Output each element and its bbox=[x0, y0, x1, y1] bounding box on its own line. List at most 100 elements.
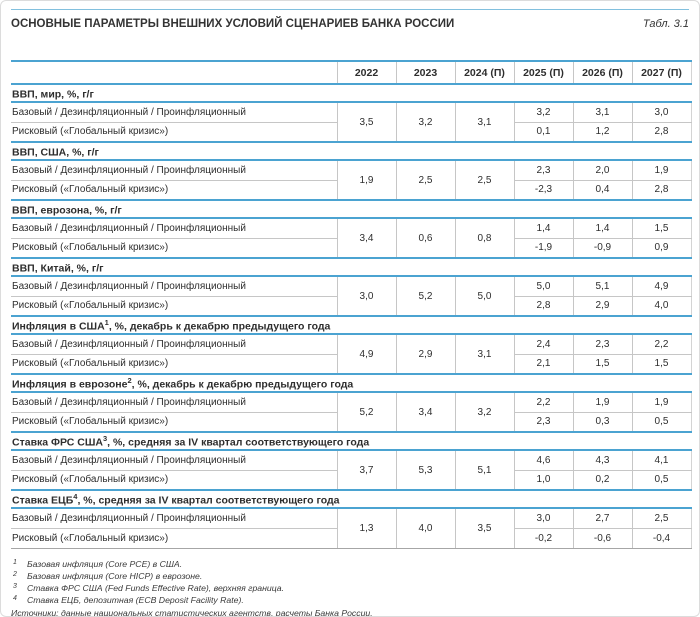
risk-value: 2,8 bbox=[631, 180, 692, 201]
baseline-value: 4,3 bbox=[572, 450, 632, 471]
scenario-label: Рисковый («Глобальный кризис») bbox=[11, 412, 337, 433]
risk-value: 0,9 bbox=[631, 238, 692, 259]
risk-row: Рисковый («Глобальный кризис») -1,9 -0,9… bbox=[11, 238, 692, 259]
baseline-value: 3,1 bbox=[572, 102, 632, 123]
risk-value: 2,9 bbox=[572, 296, 632, 317]
baseline-value: 1,5 bbox=[631, 218, 692, 239]
risk-row: Рисковый («Глобальный кризис») 2,8 2,9 4… bbox=[11, 296, 692, 317]
scenario-label: Базовый / Дезинфляционный / Проинфляцион… bbox=[11, 508, 337, 529]
baseline-value: 1,9 bbox=[631, 160, 692, 181]
baseline-value: 2,5 bbox=[631, 508, 692, 529]
risk-value: -0,4 bbox=[631, 528, 692, 549]
table-title-row: ОСНОВНЫЕ ПАРАМЕТРЫ ВНЕШНИХ УСЛОВИЙ СЦЕНА… bbox=[11, 18, 689, 33]
risk-value: 2,8 bbox=[513, 296, 573, 317]
section-header-row: Инфляция в еврозоне2, %, декабрь к декаб… bbox=[11, 374, 691, 393]
section-header-row: Ставка ЕЦБ4, %, средняя за IV квартал со… bbox=[11, 490, 691, 509]
section-header-row: ВВП, Китай, %, г/г bbox=[11, 258, 691, 277]
history-value: 3,7 bbox=[336, 450, 396, 491]
section-header-row: Инфляция в США1, %, декабрь к декабрю пр… bbox=[11, 316, 691, 335]
scenario-label: Рисковый («Глобальный кризис») bbox=[11, 238, 337, 259]
history-value: 3,2 bbox=[454, 392, 514, 433]
risk-value: 0,5 bbox=[631, 412, 692, 433]
history-value: 2,5 bbox=[395, 160, 455, 201]
risk-value: -0,6 bbox=[572, 528, 632, 549]
year-header: 2023 bbox=[395, 60, 455, 85]
history-value: 5,0 bbox=[454, 276, 514, 317]
scenario-label: Рисковый («Глобальный кризис») bbox=[11, 528, 337, 549]
empty-header-cell bbox=[11, 60, 337, 85]
section-header-row: ВВП, мир, %, г/г bbox=[11, 84, 691, 103]
baseline-value: 3,0 bbox=[631, 102, 692, 123]
history-value: 5,2 bbox=[395, 276, 455, 317]
scenario-label: Базовый / Дезинфляционный / Проинфляцион… bbox=[11, 334, 337, 355]
section-title: ВВП, Китай, %, г/г bbox=[11, 258, 691, 277]
scenario-label: Базовый / Дезинфляционный / Проинфляцион… bbox=[11, 392, 337, 413]
baseline-value: 3,2 bbox=[513, 102, 573, 123]
year-header-row: 2022 2023 2024 (П) 2025 (П) 2026 (П) 202… bbox=[11, 60, 692, 85]
baseline-row: Базовый / Дезинфляционный / Проинфляцион… bbox=[11, 102, 692, 143]
baseline-value: 2,7 bbox=[572, 508, 632, 529]
risk-row: Рисковый («Глобальный кризис») -0,2 -0,6… bbox=[11, 528, 692, 549]
risk-row: Рисковый («Глобальный кризис») -2,3 0,4 … bbox=[11, 180, 692, 201]
baseline-value: 1,4 bbox=[513, 218, 573, 239]
top-divider bbox=[11, 9, 689, 10]
baseline-row: Базовый / Дезинфляционный / Проинфляцион… bbox=[11, 276, 692, 317]
history-value: 3,0 bbox=[336, 276, 396, 317]
history-value: 3,5 bbox=[454, 508, 514, 549]
baseline-value: 4,1 bbox=[631, 450, 692, 471]
baseline-row: Базовый / Дезинфляционный / Проинфляцион… bbox=[11, 392, 692, 433]
baseline-row: Базовый / Дезинфляционный / Проинфляцион… bbox=[11, 450, 692, 491]
baseline-value: 2,0 bbox=[572, 160, 632, 181]
baseline-value: 5,0 bbox=[513, 276, 573, 297]
section-title: Ставка ФРС США3, %, средняя за IV кварта… bbox=[11, 432, 691, 451]
baseline-row: Базовый / Дезинфляционный / Проинфляцион… bbox=[11, 508, 692, 549]
baseline-value: 2,2 bbox=[513, 392, 573, 413]
year-header: 2027 (П) bbox=[631, 60, 692, 85]
scenario-label: Рисковый («Глобальный кризис») bbox=[11, 296, 337, 317]
risk-row: Рисковый («Глобальный кризис») 2,3 0,3 0… bbox=[11, 412, 692, 433]
history-value: 5,2 bbox=[336, 392, 396, 433]
year-header: 2024 (П) bbox=[454, 60, 514, 85]
history-value: 5,3 bbox=[395, 450, 455, 491]
history-value: 5,1 bbox=[454, 450, 514, 491]
year-header: 2025 (П) bbox=[513, 60, 573, 85]
section-title: Ставка ЕЦБ4, %, средняя за IV квартал со… bbox=[11, 490, 691, 509]
history-value: 3,5 bbox=[336, 102, 396, 143]
baseline-value: 2,4 bbox=[513, 334, 573, 355]
risk-value: 1,2 bbox=[572, 122, 632, 143]
section-header-row: Ставка ФРС США3, %, средняя за IV кварта… bbox=[11, 432, 691, 451]
baseline-value: 3,0 bbox=[513, 508, 573, 529]
history-value: 2,5 bbox=[454, 160, 514, 201]
history-value: 3,1 bbox=[454, 334, 514, 375]
risk-value: 4,0 bbox=[631, 296, 692, 317]
risk-value: -2,3 bbox=[513, 180, 573, 201]
baseline-value: 2,3 bbox=[572, 334, 632, 355]
scenario-label: Базовый / Дезинфляционный / Проинфляцион… bbox=[11, 450, 337, 471]
risk-value: 0,3 bbox=[572, 412, 632, 433]
risk-value: -0,2 bbox=[513, 528, 573, 549]
risk-value: 2,1 bbox=[513, 354, 573, 375]
scenario-label: Базовый / Дезинфляционный / Проинфляцион… bbox=[11, 102, 337, 123]
sources-line: Источники: данные национальных статистич… bbox=[11, 607, 373, 617]
footnote-mark: 1 bbox=[104, 317, 109, 327]
footnote-text: Ставка ЕЦБ, депозитная (ECB Deposit Faci… bbox=[27, 595, 244, 606]
footnote-text: Ставка ФРС США (Fed Funds Effective Rate… bbox=[27, 583, 285, 594]
history-value: 0,8 bbox=[454, 218, 514, 259]
scenario-label: Рисковый («Глобальный кризис») bbox=[11, 470, 337, 491]
risk-value: 0,5 bbox=[631, 470, 692, 491]
history-value: 3,4 bbox=[336, 218, 396, 259]
history-value: 3,2 bbox=[395, 102, 455, 143]
baseline-value: 4,9 bbox=[631, 276, 692, 297]
scenario-label: Базовый / Дезинфляционный / Проинфляцион… bbox=[11, 160, 337, 181]
footnote: 4 Ставка ЕЦБ, депозитная (ECB Deposit Fac… bbox=[11, 594, 689, 606]
footnote: 3 Ставка ФРС США (Fed Funds Effective Rat… bbox=[11, 582, 689, 594]
section-title: ВВП, еврозона, %, г/г bbox=[11, 200, 691, 219]
history-value: 3,1 bbox=[454, 102, 514, 143]
history-value: 2,9 bbox=[395, 334, 455, 375]
baseline-value: 1,4 bbox=[572, 218, 632, 239]
baseline-row: Базовый / Дезинфляционный / Проинфляцион… bbox=[11, 334, 692, 375]
footnotes-block: 1 Базовая инфляция (Core PCE) в США. 2 Баз… bbox=[11, 558, 689, 617]
footnote-mark: 1 bbox=[13, 558, 17, 566]
risk-value: 0,1 bbox=[513, 122, 573, 143]
baseline-value: 2,3 bbox=[513, 160, 573, 181]
